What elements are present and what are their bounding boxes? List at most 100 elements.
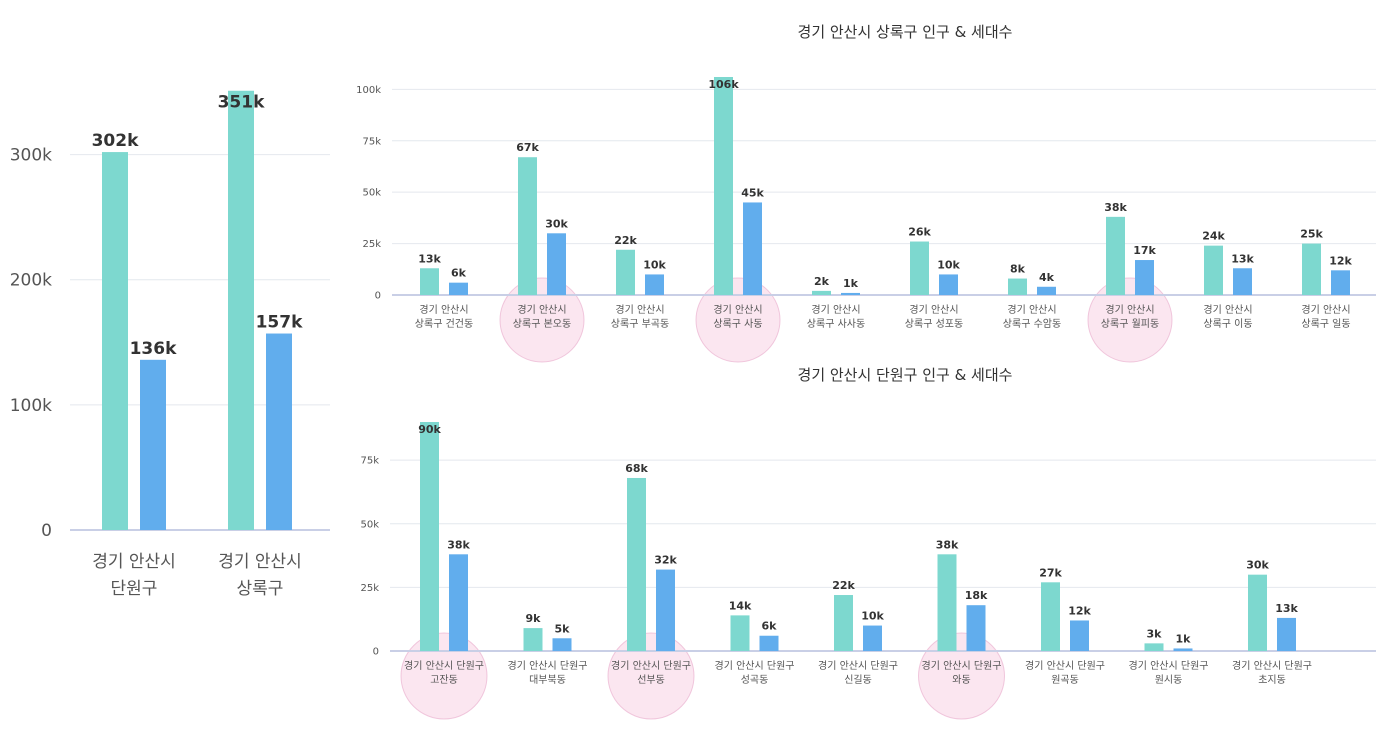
category-label: 상록구 수암동 (1003, 318, 1061, 330)
highlight-circle (695, 277, 781, 363)
households-bar (1233, 268, 1252, 295)
data-label: 6k (762, 620, 778, 633)
y-tick-label: 100k (10, 396, 52, 416)
data-label: 106k (708, 78, 739, 91)
chart-title: 경기 안산시 단원구 인구 & 세대수 (798, 366, 1013, 384)
category-label: 경기 안산시 (1007, 303, 1056, 316)
data-label: 10k (861, 610, 884, 623)
data-label: 24k (1202, 230, 1225, 243)
data-label: 18k (965, 589, 988, 602)
population-bar (714, 77, 733, 295)
y-tick-label: 50k (362, 188, 381, 199)
population-bar (627, 477, 646, 651)
data-label: 351k (218, 93, 265, 113)
category-label: 상록구 사동 (713, 318, 762, 330)
households-bar (1037, 286, 1056, 295)
data-label: 13k (1275, 602, 1298, 615)
data-label: 13k (418, 252, 441, 265)
data-label: 12k (1329, 254, 1352, 267)
category-label: 상록구 월피동 (1101, 318, 1159, 330)
category-label: 상록구 일동 (1301, 318, 1350, 330)
data-label: 6k (451, 267, 467, 280)
category-label: 상록구 성포동 (905, 318, 963, 330)
category-label: 선부동 (637, 674, 665, 686)
households-bar (841, 292, 860, 295)
data-label: 68k (625, 462, 648, 475)
y-tick-label: 25k (360, 583, 379, 594)
data-label: 136k (130, 339, 177, 359)
highlight-circle (918, 632, 1005, 720)
highlight-circle (607, 632, 695, 720)
category-label: 경기 안산시 (811, 303, 860, 316)
category-label: 단원구 (111, 579, 158, 599)
data-label: 25k (1300, 228, 1323, 241)
households-bar (1331, 270, 1350, 295)
population-bar (420, 422, 439, 651)
population-bar (1041, 582, 1060, 651)
category-label: 성곡동 (741, 674, 769, 686)
population-bar (1302, 243, 1321, 295)
data-label: 1k (1176, 632, 1192, 645)
category-label: 원곡동 (1051, 674, 1079, 686)
households-bar (1277, 617, 1296, 651)
data-label: 30k (545, 217, 568, 230)
population-bar (102, 152, 128, 530)
category-label: 경기 안산시 단원구 (818, 659, 898, 672)
data-label: 9k (526, 612, 542, 625)
data-label: 17k (1133, 244, 1156, 257)
population-bar (834, 595, 853, 651)
data-label: 3k (1147, 627, 1163, 640)
data-label: 90k (418, 423, 441, 436)
category-label: 경기 안산시 (92, 552, 176, 572)
y-tick-label: 300k (10, 146, 52, 166)
category-label: 경기 안산시 (909, 303, 958, 316)
population-bar (812, 290, 831, 295)
data-label: 30k (1246, 559, 1269, 572)
highlight-circle (1087, 277, 1173, 363)
data-label: 10k (643, 258, 666, 271)
y-tick-label: 75k (362, 136, 381, 147)
category-label: 경기 안산시 (517, 303, 566, 316)
y-tick-label: 0 (373, 647, 379, 658)
population-bar (228, 90, 254, 531)
highlight-circle (499, 277, 585, 363)
population-bar (1248, 574, 1267, 651)
data-label: 45k (741, 186, 764, 199)
data-label: 67k (516, 141, 539, 154)
category-label: 경기 안산시 단원구 (404, 659, 484, 672)
category-label: 경기 안산시 단원구 (1025, 659, 1105, 672)
population-bar (937, 554, 957, 651)
population-bar (616, 249, 635, 295)
y-tick-label: 25k (362, 239, 381, 250)
data-label: 32k (654, 554, 677, 567)
data-label: 27k (1039, 566, 1062, 579)
category-label: 경기 안산시 (1301, 303, 1350, 316)
population-bar (730, 615, 750, 651)
data-label: 38k (1104, 201, 1127, 214)
households-bar (1135, 260, 1154, 295)
category-label: 경기 안산시 단원구 (922, 659, 1002, 672)
category-label: 경기 안산시 단원구 (715, 659, 795, 672)
population-bar (420, 268, 439, 295)
households-bar (966, 605, 986, 651)
highlight-circle (400, 632, 488, 720)
population-bar (1144, 643, 1164, 651)
households-bar (645, 274, 664, 295)
category-label: 상록구 건건동 (415, 318, 473, 330)
y-tick-label: 0 (41, 521, 52, 541)
category-label: 와동 (952, 674, 970, 686)
category-label: 경기 안산시 (615, 303, 664, 316)
households-bar (939, 274, 958, 295)
category-label: 경기 안산시 (218, 552, 302, 572)
category-label: 경기 안산시 (713, 303, 762, 316)
category-label: 초지동 (1258, 674, 1286, 686)
category-label: 원시동 (1155, 674, 1183, 686)
population-bar (523, 628, 543, 651)
data-label: 38k (936, 538, 959, 551)
y-tick-label: 50k (360, 519, 379, 530)
households-bar (863, 625, 882, 651)
population-bar (518, 157, 537, 295)
